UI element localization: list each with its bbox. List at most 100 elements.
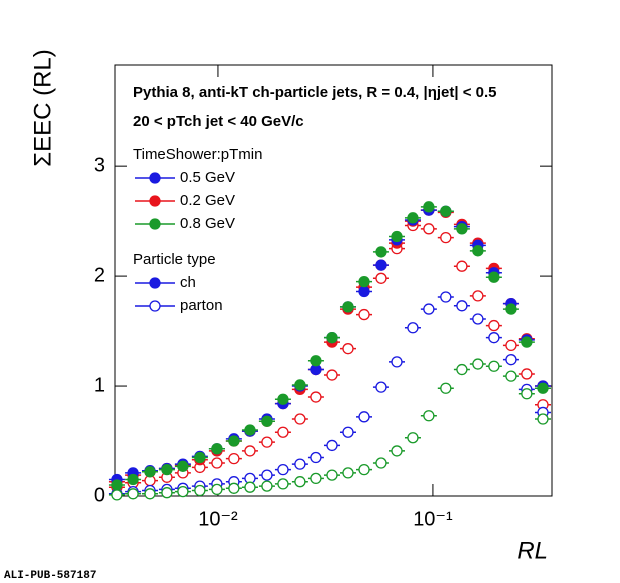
data-point (456, 300, 468, 312)
footer: ALI-PUB-587187 (4, 570, 96, 582)
data-point (294, 476, 306, 488)
data-point (472, 245, 484, 257)
y-tick-label: 1 (94, 374, 105, 396)
y-tick-label: 3 (94, 154, 105, 176)
data-point (521, 336, 533, 348)
data-point (244, 445, 256, 457)
data-point (326, 332, 338, 344)
legend-marker (149, 172, 161, 184)
data-point (342, 301, 354, 313)
legend-marker (149, 218, 161, 230)
legend-label: parton (180, 297, 223, 314)
data-point (521, 368, 533, 380)
data-point (294, 379, 306, 391)
data-point (261, 480, 273, 492)
data-point (244, 424, 256, 436)
data-point (277, 426, 289, 438)
data-point (261, 469, 273, 481)
data-point (111, 479, 123, 491)
data-point (294, 413, 306, 425)
data-point (277, 463, 289, 476)
data-point (358, 275, 370, 288)
data-point (358, 285, 370, 298)
data-point (326, 469, 338, 481)
data-point (310, 355, 322, 367)
data-point (194, 484, 206, 497)
data-point (228, 482, 240, 494)
data-point (391, 445, 403, 457)
data-point (505, 370, 517, 382)
data-point (127, 488, 139, 500)
data-point (358, 411, 370, 423)
data-point (521, 388, 533, 400)
data-point (440, 382, 452, 394)
data-point (228, 452, 240, 465)
data-point (505, 339, 517, 352)
legend-title: Particle type (133, 251, 216, 268)
data-point (423, 410, 435, 422)
legend-title: TimeShower:pTmin (133, 146, 262, 163)
data-point (228, 435, 240, 447)
data-point (310, 451, 322, 464)
data-point (537, 413, 549, 425)
data-point (472, 313, 484, 325)
y-tick-label: 2 (94, 264, 105, 286)
data-point (342, 343, 354, 355)
legend-label: ch (180, 274, 196, 291)
data-point (505, 303, 517, 315)
data-point (310, 391, 322, 403)
chart-subtitle: 20 < pTch jet < 40 GeV/c (133, 113, 304, 130)
data-point (161, 487, 173, 499)
legend-marker (149, 300, 161, 312)
data-point (144, 466, 156, 478)
data-point (358, 463, 370, 476)
data-point (472, 290, 484, 302)
data-point (261, 436, 273, 448)
data-point (505, 354, 517, 366)
data-point (375, 259, 387, 271)
data-point (326, 369, 338, 381)
data-point (211, 483, 223, 496)
data-point (144, 488, 156, 500)
data-point (277, 393, 289, 405)
data-point (423, 223, 435, 235)
data-point (326, 439, 338, 452)
data-point (423, 303, 435, 315)
data-point (407, 322, 419, 334)
data-point (342, 467, 354, 479)
legend-label: 0.2 GeV (180, 192, 235, 209)
data-point (488, 332, 500, 344)
data-point (375, 457, 387, 469)
data-point (391, 356, 403, 368)
data-point (407, 212, 419, 224)
data-point (177, 460, 189, 472)
chart-title: Pythia 8, anti-kT ch-particle jets, R = … (133, 84, 497, 101)
data-point (244, 481, 256, 493)
data-point (342, 426, 354, 438)
data-point (440, 231, 452, 244)
data-point (211, 457, 223, 469)
data-point (211, 443, 223, 455)
data-point (423, 201, 435, 213)
data-point (294, 458, 306, 470)
data-point (407, 432, 419, 444)
data-point (177, 485, 189, 498)
data-point (161, 463, 173, 476)
legend-label: 0.8 GeV (180, 215, 235, 232)
data-point (488, 360, 500, 372)
data-point (127, 473, 139, 486)
data-point (456, 260, 468, 272)
data-point (537, 382, 549, 394)
x-tick-label: 10⁻¹ (413, 508, 453, 530)
data-point (440, 205, 452, 217)
data-point (111, 489, 123, 501)
legend-marker (149, 195, 161, 207)
data-point (310, 472, 322, 485)
y-tick-label: 0 (94, 484, 105, 506)
x-axis-label: RL (517, 537, 548, 564)
data-point (194, 451, 206, 464)
y-axis-label: ΣEEC (RL) (29, 49, 56, 167)
data-point (261, 415, 273, 427)
data-point (375, 381, 387, 393)
